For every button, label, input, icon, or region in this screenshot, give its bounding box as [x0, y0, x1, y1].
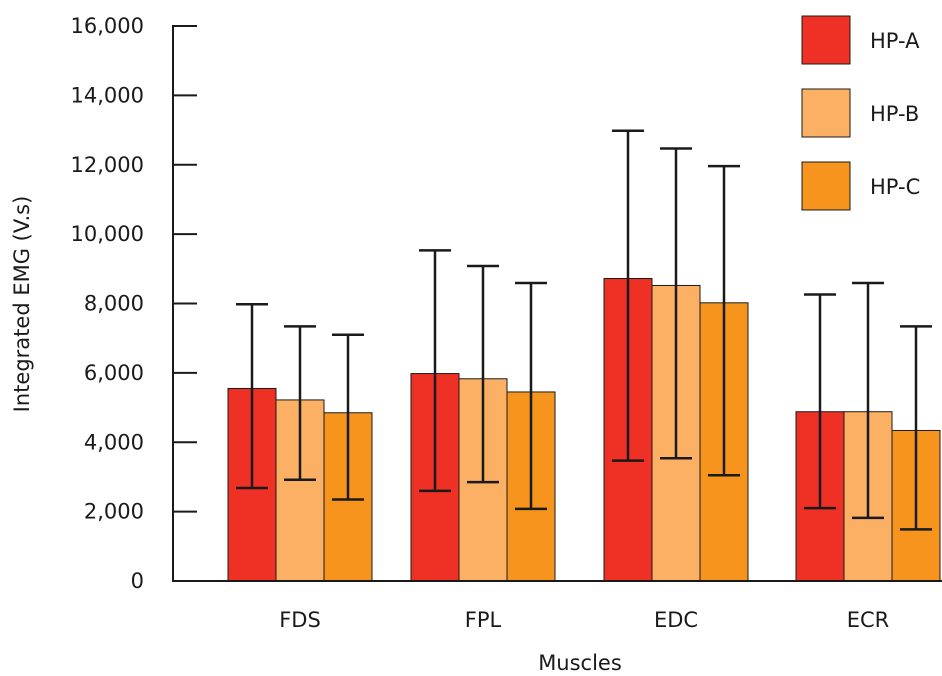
legend-label: HP-B [870, 102, 919, 126]
legend-swatch [801, 161, 851, 211]
y-tick-label: 4,000 [84, 430, 144, 454]
error-bar-hp-c-fds [332, 333, 364, 501]
x-category-label: ECR [847, 608, 890, 632]
x-axis-title: Muscles [538, 651, 622, 675]
error-bar-hp-b-ecr [852, 281, 884, 520]
bars [227, 278, 941, 582]
error-bar-hp-b-fpl [467, 264, 499, 484]
legend-swatch [801, 88, 851, 138]
legend: HP-A HP-B HP-C [801, 15, 920, 211]
y-tick-label: 14,000 [71, 83, 144, 107]
error-bar-hp-c-ecr [900, 325, 932, 531]
error-bar-hp-a-fds [236, 302, 268, 490]
error-bar-hp-c-edc [708, 164, 740, 477]
legend-item-hp-c: HP-C [801, 161, 920, 211]
error-bar-hp-a-edc [612, 129, 644, 462]
y-axis-title: Integrated EMG (V.s) [10, 196, 34, 413]
legend-item-hp-a: HP-A [801, 15, 920, 65]
error-bar-hp-a-fpl [419, 249, 451, 493]
legend-item-hp-b: HP-B [801, 88, 919, 138]
y-tick-label: 6,000 [84, 361, 144, 385]
x-category-label: FPL [465, 608, 502, 632]
error-bars [236, 129, 932, 531]
error-bar-hp-a-ecr [804, 293, 836, 510]
x-category-label: EDC [654, 608, 698, 632]
x-category-label: FDS [279, 608, 321, 632]
legend-swatch [801, 15, 851, 65]
error-bar-hp-b-fds [284, 325, 316, 481]
y-tick-label: 0 [131, 569, 144, 593]
y-axis-ticks: 0 2,000 4,000 6,000 8,000 10,000 12,000 14,000 1… [71, 14, 197, 593]
y-tick-label: 12,000 [71, 153, 144, 177]
x-axis-category-labels: FDS FPL EDC ECR [279, 608, 889, 632]
legend-label: HP-C [870, 175, 920, 199]
y-tick-label: 2,000 [84, 500, 144, 524]
y-tick-label: 10,000 [71, 222, 144, 246]
legend-label: HP-A [870, 29, 920, 53]
y-tick-label: 8,000 [84, 292, 144, 316]
error-bar-hp-c-fpl [515, 281, 547, 511]
error-bar-hp-b-edc [660, 147, 692, 460]
y-tick-label: 16,000 [71, 14, 144, 38]
axes [172, 25, 942, 582]
